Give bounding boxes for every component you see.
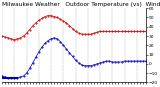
Text: Milwaukee Weather   Outdoor Temperature (vs)  Wind Chill (Last 24 Hours): Milwaukee Weather Outdoor Temperature (v…: [2, 2, 160, 7]
